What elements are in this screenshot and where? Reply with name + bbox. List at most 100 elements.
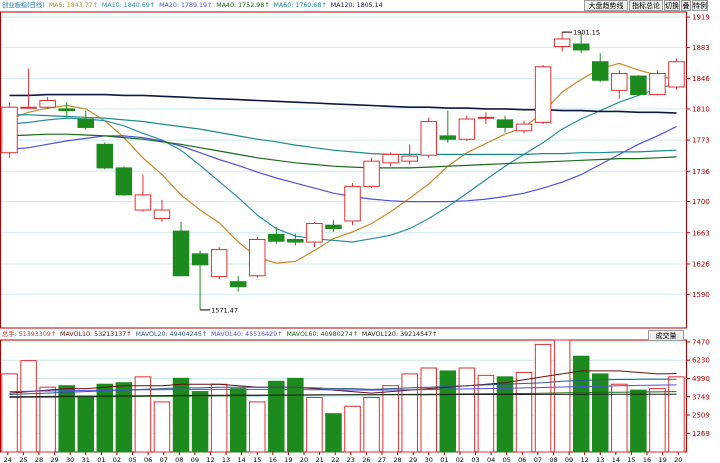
- date-tick-label: 29: [50, 456, 58, 463]
- candle-body: [20, 106, 37, 109]
- volume-mavol10-line: [9, 370, 677, 394]
- volume-tick-label: 4990: [692, 375, 710, 383]
- candle-body: [496, 119, 514, 128]
- date-tick-label: 13: [222, 456, 230, 463]
- candle: [287, 233, 304, 246]
- volume-panel-border: [0, 339, 687, 453]
- date-tick-label: 20: [674, 456, 682, 463]
- volume-bar: [229, 388, 247, 453]
- volume-bar: [210, 383, 228, 453]
- date-tick-label: 30: [66, 456, 74, 463]
- volume-bar: [630, 389, 647, 453]
- candle-body: [611, 73, 628, 91]
- volume-bar: [496, 376, 514, 453]
- date-tick-label: 19: [284, 456, 292, 463]
- candle-body: [439, 135, 457, 140]
- date-tick-label: 02: [113, 456, 121, 463]
- volume-bar: [172, 377, 190, 453]
- toolbar-button-3[interactable]: 切换: [664, 0, 680, 11]
- candle-body: [592, 61, 609, 81]
- volume-tick-label: 6230: [692, 357, 710, 365]
- price-annotations: 1901.15 1571.47: [200, 29, 600, 314]
- volume-indicator-select[interactable]: 成交量: [648, 330, 684, 341]
- date-tick-label: 12: [206, 456, 214, 463]
- candle-body: [191, 253, 209, 266]
- volume-ma-lines: [9, 370, 677, 398]
- candle-body: [249, 239, 266, 277]
- volume-bar: [191, 391, 209, 453]
- volume-mavol40-line: [9, 384, 677, 393]
- candle-body: [96, 143, 114, 169]
- candle: [115, 166, 133, 196]
- candle: [477, 112, 495, 125]
- date-tick-label: 09: [565, 456, 573, 463]
- candle: [344, 183, 361, 226]
- candle: [630, 75, 647, 96]
- candle: [363, 157, 380, 189]
- toolbar-button-5[interactable]: 特例: [692, 0, 708, 11]
- toolbar-button-2[interactable]: 指标总论: [629, 0, 663, 11]
- candle: [382, 152, 399, 167]
- price-tick-label: 1700: [692, 198, 710, 206]
- price-tick-label: 1846: [692, 75, 710, 83]
- date-tick-label: 16: [643, 456, 651, 463]
- candle-body: [58, 108, 75, 112]
- price-ma40-line: [9, 133, 677, 169]
- volume-tick-label: 2509: [692, 412, 710, 420]
- candle-body: [515, 123, 533, 132]
- volume-bar: [249, 401, 266, 453]
- ma-legend-item: MA5: 1843.77↑: [49, 2, 98, 9]
- price-tick-label: 1626: [692, 260, 710, 268]
- candle: [668, 58, 685, 90]
- volume-bar: [325, 413, 342, 453]
- candle: [39, 97, 56, 109]
- date-tick-label: 25: [19, 456, 27, 463]
- price-tick-label: 1590: [692, 291, 710, 299]
- candle: [515, 120, 533, 134]
- price-gridlines: [0, 16, 686, 295]
- candle: [572, 33, 590, 54]
- date-tick-label: 07: [534, 456, 542, 463]
- price-tick-label: 1810: [692, 105, 710, 113]
- index-name: 创业板指(日线): [2, 0, 45, 9]
- chart-frame: [0, 11, 687, 453]
- date-tick-label: 08: [549, 456, 557, 463]
- price-ma5-line: [9, 62, 677, 264]
- candle-body: [134, 194, 152, 211]
- candlesticks: [1, 32, 685, 310]
- volume-bar: [611, 383, 628, 453]
- candle-body: [649, 73, 666, 96]
- volume-bar: [363, 396, 380, 453]
- date-tick-label: 28: [393, 456, 401, 463]
- date-tick-label: 06: [144, 456, 152, 463]
- volume-bar: [515, 371, 533, 453]
- date-tick-label: 03: [471, 456, 479, 463]
- price-ma120-line: [9, 93, 677, 114]
- volume-legend-item: 总手: 51393309↑: [2, 329, 56, 338]
- date-tick-label: 02: [456, 456, 464, 463]
- candle: [534, 65, 552, 125]
- volume-bar: [268, 380, 285, 453]
- date-tick-label: 15: [253, 456, 261, 463]
- candle-body: [306, 223, 323, 243]
- volume-bar: [344, 405, 361, 453]
- price-tick-label: 1773: [692, 137, 710, 145]
- volume-mavol120-line: [9, 393, 677, 398]
- candle: [249, 236, 266, 278]
- candle-body: [268, 233, 285, 242]
- volume-bar: [668, 376, 685, 453]
- candle-body: [77, 118, 94, 128]
- volume-bar: [134, 376, 152, 453]
- ma-legend-item: MA120: 1805.14: [331, 2, 383, 9]
- price-panel-border: [0, 11, 687, 329]
- candle: [649, 70, 666, 96]
- date-tick-label: 08: [175, 456, 183, 463]
- candle: [458, 115, 476, 141]
- toolbar-button-1[interactable]: 大盘趋势线: [584, 0, 628, 11]
- volume-bar: [553, 339, 571, 453]
- volume-bar: [153, 401, 171, 453]
- date-tick-label: 19: [658, 456, 666, 463]
- toolbar-button-4[interactable]: 叠: [681, 0, 691, 11]
- date-tick-label: 04: [487, 456, 495, 463]
- candle-body: [344, 185, 361, 222]
